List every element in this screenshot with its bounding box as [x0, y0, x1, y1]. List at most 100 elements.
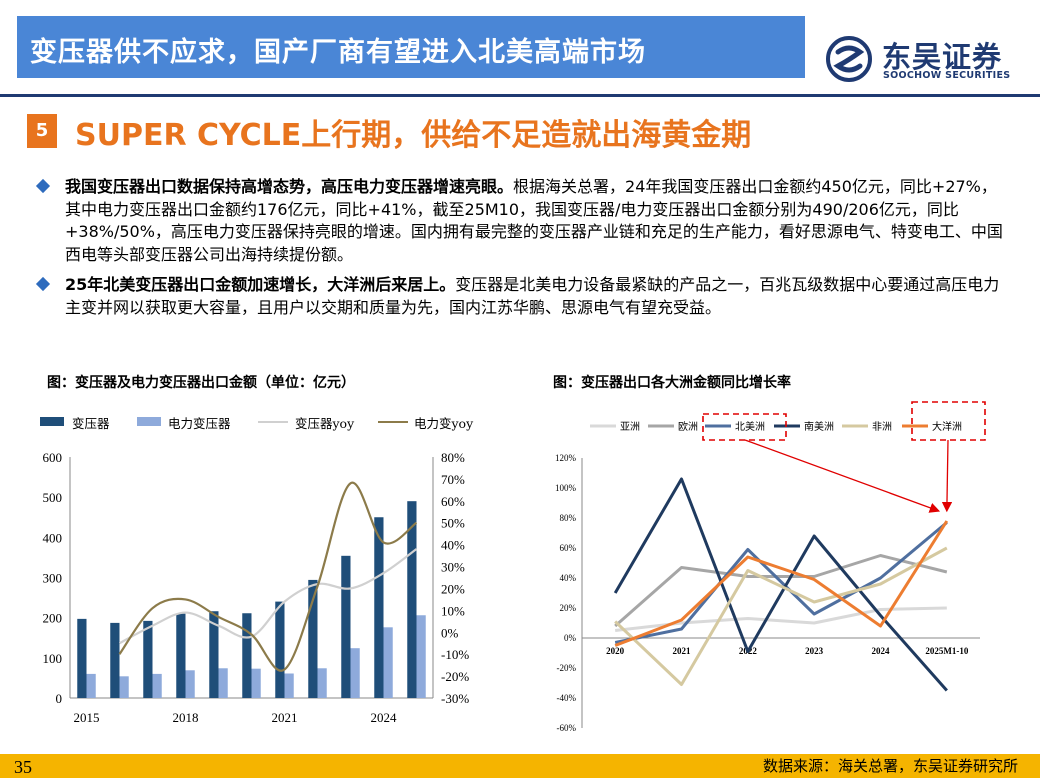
y-tick-label: 100% [555, 483, 577, 493]
right-y-tick-label: 80% [441, 450, 465, 465]
legend-label: 亚洲 [620, 421, 640, 433]
bar-transformer [242, 613, 252, 698]
right-y-tick-label: 20% [441, 581, 465, 596]
highlight-box-oceania [911, 401, 986, 441]
left-y-tick-label: 100 [43, 651, 63, 666]
right-y-tick-label: 50% [441, 516, 465, 531]
bar-transformer [143, 620, 153, 698]
right-y-tick-label: 0% [441, 625, 459, 640]
bar-transformer [407, 501, 417, 698]
x-tick-label: 2023 [805, 646, 824, 656]
bar-transformer [341, 555, 351, 698]
line-series-3 [613, 477, 948, 692]
left-y-tick-label: 600 [43, 450, 63, 465]
left-y-tick-label: 0 [56, 691, 63, 706]
bar-power-transformer [185, 670, 195, 698]
legend-swatch-power-transformer [137, 417, 161, 426]
y-tick-label: 120% [555, 453, 577, 463]
right-chart-title: 图：变压器出口各大洲金额同比增长率 [553, 375, 791, 391]
page-number: 35 [14, 757, 32, 777]
bullet-2-body: 变压器是北美电力设备最紧缺的产品之一，百兆瓦级数据中心要通过高压电力主变并网以获… [65, 275, 1000, 317]
right-y-tick-label: 60% [441, 494, 465, 509]
right-y-tick-label: 10% [441, 603, 465, 618]
left-y-tick-label: 400 [43, 530, 63, 545]
right-y-tick-label: 70% [441, 472, 465, 487]
bar-power-transformer [119, 676, 129, 698]
bullet-diamond-icon [35, 276, 51, 292]
left-y-tick-label: 300 [43, 571, 63, 586]
right-y-tick-label: -20% [441, 669, 469, 684]
y-tick-label: 80% [560, 513, 577, 523]
bar-transformer [209, 611, 219, 698]
bar-power-transformer [86, 673, 96, 698]
logo-chinese-name: 东吴证券 [882, 40, 1003, 74]
line-transformer-yoy [118, 548, 418, 645]
data-source-note: 数据来源：海关总署，东吴证券研究所 [762, 757, 1018, 775]
y-tick-label: -20% [557, 663, 577, 673]
bar-transformer [77, 618, 87, 698]
right-y-tick-label: 40% [441, 538, 465, 553]
legend-label: 欧洲 [678, 421, 698, 433]
bar-transformer [176, 613, 186, 698]
page-title: 变压器供不应求，国产厂商有望进入北美高端市场 [30, 37, 646, 68]
x-tick-label: 2024 [371, 710, 398, 725]
bar-transformer [308, 579, 318, 698]
bar-transformer [275, 601, 285, 698]
soochow-logo-icon [826, 36, 872, 82]
x-tick-label: 2018 [173, 710, 199, 725]
y-tick-label: -40% [557, 693, 577, 703]
left-export-chart: 0 100 200 300 400 500 600 -30% -20% -10% 0% 10% 20% 3… [43, 450, 470, 725]
bar-power-transformer [416, 615, 426, 698]
legend-line-transformer-yoy [258, 421, 288, 423]
y-tick-label: 60% [560, 543, 577, 553]
y-tick-label: 40% [560, 573, 577, 583]
bullet-2-heading: 25年北美变压器出口金额加速增长，大洋洲后来居上。 [65, 275, 456, 294]
legend-label-transformer: 变压器 [72, 416, 110, 431]
x-tick-label: 2021 [673, 646, 692, 656]
line-power-yoy [118, 481, 418, 672]
x-tick-label: 2021 [272, 710, 298, 725]
section-number-badge: 5 [27, 114, 57, 148]
arrow-oceania [941, 439, 953, 513]
left-y-tick-label: 500 [43, 490, 63, 505]
bullet-1-heading: 我国变压器出口数据保持高增态势，高压电力变压器增速亮眼。 [65, 177, 514, 196]
line-series-2 [614, 521, 948, 644]
left-chart-title: 图：变压器及电力变压器出口金额（单位：亿元） [47, 375, 355, 391]
bar-transformer [110, 622, 120, 698]
bar-power-transformer [317, 668, 327, 698]
arrow-north-america [744, 439, 941, 513]
title-banner [17, 16, 805, 78]
line-series-5 [614, 520, 949, 647]
bullet-paragraph-1: 我国变压器出口数据保持高增态势，高压电力变压器增速亮眼。根据海关总署，24年我国… [35, 176, 1008, 266]
footer-bar [0, 754, 1040, 778]
bar-transformer [374, 517, 384, 698]
right-y-tick-label: -30% [441, 691, 469, 706]
y-tick-label: -60% [557, 723, 577, 733]
highlight-box-north-america [702, 413, 787, 441]
section-title: SUPER CYCLE上行期，供给不足造就出海黄金期 [75, 118, 752, 153]
x-tick-label: 2025M1-10 [925, 646, 968, 656]
header-divider [0, 94, 1040, 97]
x-tick-label: 2015 [74, 710, 100, 725]
legend-swatch-transformer [40, 417, 64, 426]
bullet-1-body: 根据海关总署，24年我国变压器出口金额约450亿元，同比+27%，其中电力变压器… [65, 177, 1003, 264]
x-tick-label: 2020 [606, 646, 625, 656]
right-y-tick-label: 30% [441, 560, 465, 575]
legend-label: 北美洲 [735, 420, 765, 433]
left-y-tick-label: 200 [43, 611, 63, 626]
bar-power-transformer [350, 648, 360, 698]
legend-label: 大洋洲 [932, 420, 962, 433]
line-series-4 [614, 546, 948, 686]
bullet-paragraph-2: 25年北美变压器出口金额加速增长，大洋洲后来居上。变压器是北美电力设备最紧缺的产… [35, 274, 1008, 319]
bar-power-transformer [152, 673, 162, 698]
bar-power-transformer [251, 668, 261, 698]
y-tick-label: 20% [560, 603, 577, 613]
x-tick-label: 2024 [872, 646, 891, 656]
logo-english-name: SOOCHOW SECURITIES [883, 70, 1011, 81]
legend-line-power-yoy [378, 421, 408, 423]
y-tick-label: 0% [564, 633, 577, 643]
legend-label: 南美洲 [804, 420, 834, 433]
line-series-1 [614, 554, 948, 628]
bullet-diamond-icon [35, 178, 51, 194]
legend-label-power-yoy: 电力变yoy [414, 416, 474, 431]
